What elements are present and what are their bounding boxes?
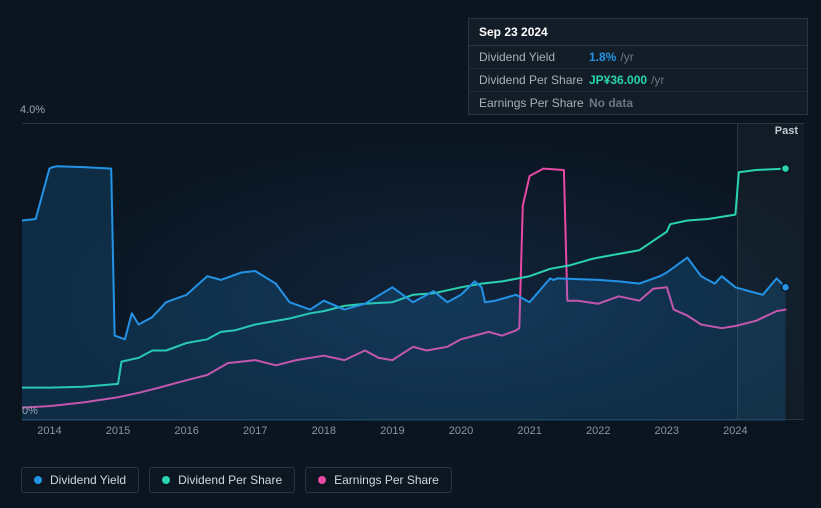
plot-svg (22, 124, 804, 421)
y-axis-max-label: 4.0% (20, 104, 45, 116)
legend-label: Dividend Per Share (178, 473, 282, 487)
chart-container: Sep 23 2024 Dividend Yield1.8%/yrDividen… (0, 0, 821, 508)
legend-item[interactable]: Dividend Per Share (149, 467, 295, 493)
legend-label: Dividend Yield (50, 473, 126, 487)
plot-area[interactable] (22, 123, 804, 420)
tooltip-metric-value: JP¥36.000/yr (589, 73, 664, 87)
legend-dot-icon (318, 476, 326, 484)
x-axis: 2014 2015 2016 2017 2018 2019 2020 2021 2022 2023… (22, 425, 804, 445)
x-tick-label: 2016 (174, 425, 198, 437)
tooltip-metric-label: Dividend Per Share (479, 73, 589, 87)
x-tick-label: 2017 (243, 425, 267, 437)
x-tick-label: 2020 (449, 425, 473, 437)
legend: Dividend Yield Dividend Per Share Earnings… (21, 467, 452, 493)
tooltip-metric-label: Dividend Yield (479, 50, 589, 64)
x-tick-label: 2023 (655, 425, 679, 437)
legend-item[interactable]: Dividend Yield (21, 467, 139, 493)
y-axis-min-label: 0% (22, 405, 38, 417)
x-tick-label: 2024 (723, 425, 747, 437)
tooltip-date: Sep 23 2024 (469, 19, 807, 46)
chart-area: 4.0% Past 0% 201420152016201720182019202… (22, 105, 804, 425)
tooltip-metric-value: 1.8%/yr (589, 50, 634, 64)
tooltip-row: Dividend Yield1.8%/yr (469, 46, 807, 69)
x-tick-label: 2019 (380, 425, 404, 437)
legend-item[interactable]: Earnings Per Share (305, 467, 452, 493)
legend-label: Earnings Per Share (334, 473, 439, 487)
x-tick-label: 2014 (37, 425, 61, 437)
legend-dot-icon (162, 476, 170, 484)
x-tick-label: 2022 (586, 425, 610, 437)
x-tick-label: 2018 (312, 425, 336, 437)
legend-dot-icon (34, 476, 42, 484)
tooltip-row: Dividend Per ShareJP¥36.000/yr (469, 69, 807, 92)
x-tick-label: 2015 (106, 425, 130, 437)
x-tick-label: 2021 (517, 425, 541, 437)
hover-tooltip: Sep 23 2024 Dividend Yield1.8%/yrDividen… (468, 18, 808, 115)
